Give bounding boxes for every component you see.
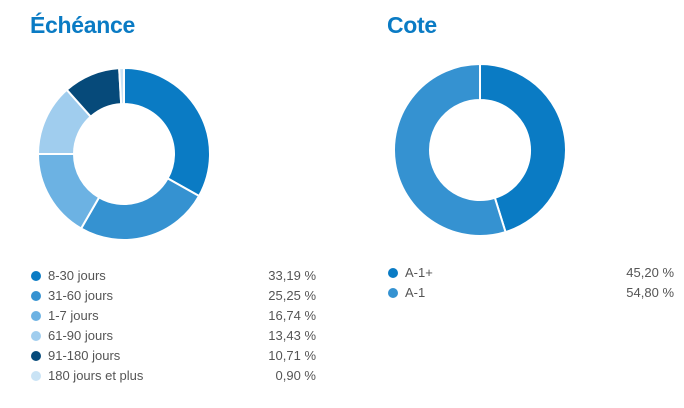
cote-slice-a-1	[393, 62, 507, 237]
echeance-legend-swatch	[31, 271, 41, 281]
echeance-legend-label: 1-7 jours	[48, 308, 99, 323]
echeance-legend-swatch	[31, 351, 41, 361]
echeance-legend-swatch	[31, 291, 41, 301]
echeance-slice-8-30-jours	[123, 66, 211, 198]
echeance-legend-swatch	[31, 331, 41, 341]
echeance-donut-chart	[36, 66, 211, 241]
cote-panel: Cote A-1+ 45,20 % A-1 54,80 %	[340, 0, 684, 408]
cote-slice-a-1-	[479, 62, 567, 234]
echeance-legend-value: 13,43 %	[268, 328, 316, 343]
echeance-slice-180-jours-et-plus	[118, 66, 125, 106]
echeance-legend-label: 31-60 jours	[48, 288, 114, 303]
echeance-legend-label: 61-90 jours	[48, 328, 114, 343]
echeance-legend-value: 33,19 %	[268, 268, 316, 283]
echeance-legend-swatch	[31, 371, 41, 381]
echeance-legend-value: 0,90 %	[275, 368, 316, 383]
cote-legend-item: A-1 54,80 %	[387, 283, 674, 303]
cote-legend-item: A-1+ 45,20 %	[387, 263, 674, 283]
echeance-legend-item: 1-7 jours 16,74 %	[30, 306, 316, 326]
cote-legend-label: A-1+	[405, 265, 433, 280]
echeance-title: Échéance	[30, 12, 135, 38]
echeance-legend-label: 91-180 jours	[48, 348, 121, 363]
echeance-slice-31-60-jours	[79, 177, 201, 241]
echeance-legend-value: 25,25 %	[268, 288, 316, 303]
cote-legend-label: A-1	[405, 285, 426, 300]
cote-legend-value: 54,80 %	[626, 285, 674, 300]
echeance-legend-item: 91-180 jours 10,71 %	[30, 346, 316, 366]
echeance-legend-value: 10,71 %	[268, 348, 316, 363]
cote-legend-swatch	[388, 288, 398, 298]
cote-legend-value: 45,20 %	[626, 265, 674, 280]
cote-title: Cote	[387, 12, 437, 38]
cote-legend-swatch	[388, 268, 398, 278]
echeance-legend-swatch	[31, 311, 41, 321]
cote-donut-chart	[393, 62, 567, 237]
echeance-legend-value: 16,74 %	[268, 308, 316, 323]
echeance-legend-label: 8-30 jours	[48, 268, 106, 283]
echeance-legend-item: 180 jours et plus 0,90 %	[30, 366, 316, 386]
echeance-legend: 8-30 jours 33,19 % 31-60 jours 25,25 % 1-7 j…	[30, 266, 316, 386]
cote-legend: A-1+ 45,20 % A-1 54,80 %	[387, 263, 674, 303]
echeance-legend-item: 8-30 jours 33,19 %	[30, 266, 316, 286]
echeance-panel: Échéance 8-30 jours 33,19 % 31-60 jours 25,…	[0, 0, 340, 408]
echeance-legend-item: 31-60 jours 25,25 %	[30, 286, 316, 306]
echeance-legend-label: 180 jours et plus	[48, 368, 144, 383]
echeance-legend-item: 61-90 jours 13,43 %	[30, 326, 316, 346]
